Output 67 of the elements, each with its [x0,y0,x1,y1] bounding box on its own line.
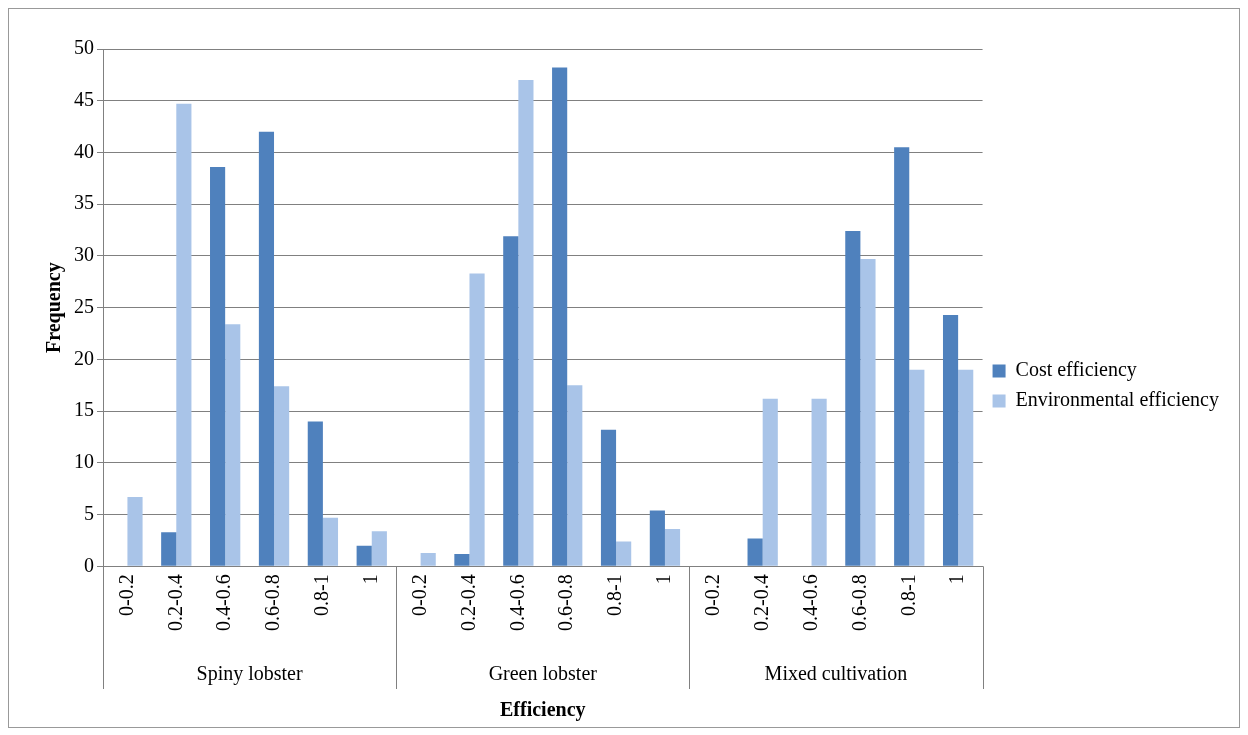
bar [518,80,534,566]
text: Mixed cultivation [764,662,908,685]
bar [420,552,436,566]
x-tick-label: 0.6-0.8 [261,574,284,632]
text: Green lobster [488,662,598,685]
x-tick-label: 0.8-1 [896,574,919,617]
x-tick-label: 0.4-0.6 [212,574,235,632]
x-tick-label: 0.6-0.8 [847,574,870,632]
y-tick-label: 25 [74,294,94,317]
y-tick-label: 15 [74,398,94,421]
x-axis-title: Efficiency [500,698,586,722]
bar [356,545,372,566]
bar [322,517,339,566]
bar [503,236,519,566]
x-tick-label: 0.4-0.6 [798,574,821,632]
y-tick-label: 40 [74,139,94,162]
bar [811,398,827,566]
bar [958,369,974,566]
y-tick-label: 35 [74,191,94,214]
y-tick-label: 10 [74,450,94,473]
bar [176,103,192,566]
bar [747,538,763,566]
y-tick-label: 30 [74,243,94,266]
bar [225,324,241,566]
bar [942,314,959,566]
y-tick-label: 0 [84,553,94,576]
bar [762,398,778,566]
x-tick-label: 1 [652,574,675,585]
x-tick-label: 0.2-0.4 [163,574,186,632]
y-axis-title: Frequency [42,262,66,354]
bar [664,529,681,566]
bar [161,532,177,566]
x-tick-label: 0.8-1 [310,574,333,617]
legend-label: Cost efficiency [1015,358,1137,382]
bar [567,385,583,566]
x-tick-label: 0-0.2 [407,574,430,617]
x-tick-label: 0.2-0.4 [456,574,479,632]
bar [552,67,568,566]
bar [127,497,143,566]
y-tick-label: 45 [74,87,94,110]
y-tick-label: 50 [74,36,94,59]
y-tick-label: 5 [84,501,94,524]
bar [210,166,226,566]
bar [469,273,485,566]
bar [616,541,632,566]
bar [600,429,617,566]
x-tick-label: 1 [945,574,968,585]
x-tick-label: 1 [359,574,382,585]
text: Spiny lobster [196,662,303,686]
x-tick-label: 0.6-0.8 [554,574,577,632]
bar [274,386,290,566]
bar [845,231,861,566]
bar [454,553,470,566]
x-tick-label: 0.4-0.6 [505,574,528,632]
legend-label: Environmental efficiency [1015,388,1219,412]
x-tick-label: 0.8-1 [603,574,626,617]
x-tick-label: 0-0.2 [114,574,137,617]
x-tick-label: 0.2-0.4 [749,574,772,632]
bar [649,510,665,566]
y-tick-label: 20 [74,346,94,369]
bar [307,421,323,566]
x-tick-label: 0-0.2 [701,574,724,617]
bar [371,531,387,566]
bar [258,131,275,566]
bar [894,147,910,566]
bar [860,259,876,566]
bar [909,369,925,566]
